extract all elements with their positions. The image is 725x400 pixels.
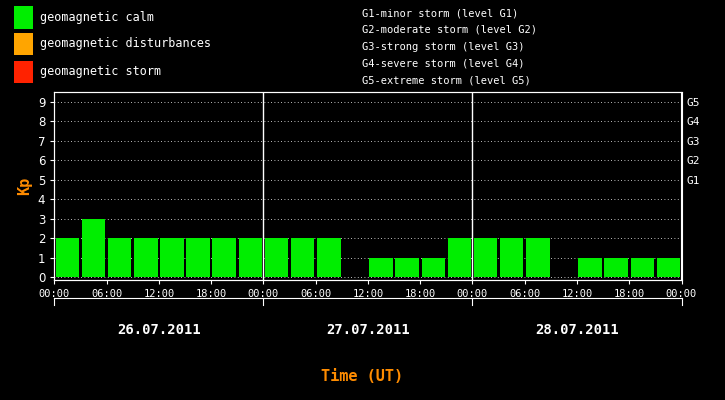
- Bar: [134, 238, 157, 277]
- Text: 28.07.2011: 28.07.2011: [535, 323, 619, 337]
- Bar: [473, 238, 497, 277]
- Text: geomagnetic calm: geomagnetic calm: [40, 11, 154, 24]
- Bar: [56, 238, 79, 277]
- Bar: [526, 238, 550, 277]
- Bar: [579, 258, 602, 277]
- Bar: [160, 238, 183, 277]
- Text: G3-strong storm (level G3): G3-strong storm (level G3): [362, 42, 525, 52]
- Bar: [500, 238, 523, 277]
- Bar: [631, 258, 654, 277]
- Bar: [291, 238, 315, 277]
- Text: 26.07.2011: 26.07.2011: [117, 323, 201, 337]
- Bar: [186, 238, 210, 277]
- Bar: [82, 219, 105, 277]
- Bar: [265, 238, 289, 277]
- Bar: [369, 258, 393, 277]
- Bar: [421, 258, 445, 277]
- Bar: [14, 61, 33, 83]
- Bar: [108, 238, 131, 277]
- Bar: [239, 238, 262, 277]
- Text: G2-moderate storm (level G2): G2-moderate storm (level G2): [362, 25, 537, 35]
- Text: G4-severe storm (level G4): G4-severe storm (level G4): [362, 58, 525, 68]
- Bar: [605, 258, 628, 277]
- Text: geomagnetic disturbances: geomagnetic disturbances: [40, 38, 211, 50]
- Bar: [657, 258, 680, 277]
- Bar: [683, 258, 706, 277]
- Bar: [14, 33, 33, 55]
- Bar: [473, 258, 497, 277]
- Text: G5-extreme storm (level G5): G5-extreme storm (level G5): [362, 75, 531, 85]
- Bar: [395, 258, 419, 277]
- Bar: [212, 238, 236, 277]
- Text: G1-minor storm (level G1): G1-minor storm (level G1): [362, 8, 519, 18]
- Bar: [14, 6, 33, 29]
- Y-axis label: Kp: Kp: [17, 177, 33, 195]
- Bar: [317, 238, 341, 277]
- Text: Time (UT): Time (UT): [321, 369, 404, 384]
- Bar: [447, 238, 471, 277]
- Text: 27.07.2011: 27.07.2011: [326, 323, 410, 337]
- Text: geomagnetic storm: geomagnetic storm: [40, 66, 161, 78]
